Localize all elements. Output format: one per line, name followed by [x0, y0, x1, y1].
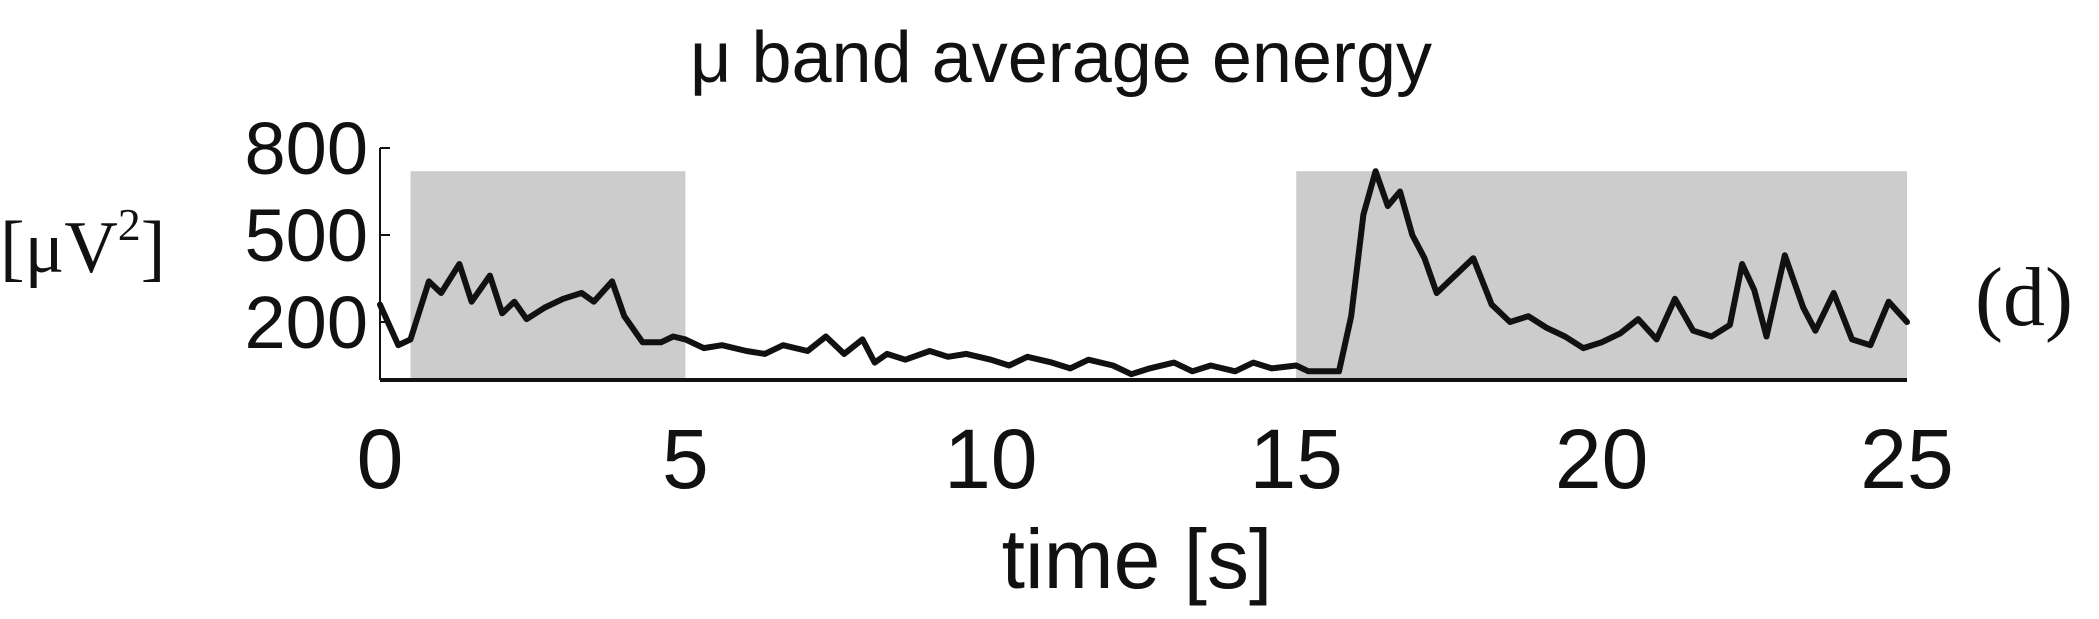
x-tick-label: 20	[1555, 412, 1648, 506]
x-ticks: 0 5 10 15 20 25	[357, 412, 1954, 506]
y-axis-label: [μV2]	[0, 199, 165, 289]
shaded-intervals	[410, 171, 1907, 380]
shaded-interval-0	[410, 171, 686, 380]
y-tick-label: 500	[245, 194, 368, 277]
x-axis-label: time [s]	[1002, 512, 1273, 606]
y-axis-label-base: [μV	[0, 207, 118, 289]
series-group	[377, 168, 1910, 378]
panel-label: (d)	[1975, 251, 2073, 344]
x-tick-label: 5	[662, 412, 709, 506]
y-tick-label: 200	[245, 281, 368, 364]
x-tick-label: 15	[1249, 412, 1342, 506]
x-tick-label: 10	[944, 412, 1037, 506]
y-tick-label: 800	[245, 107, 368, 190]
x-tick-label: 0	[357, 412, 404, 506]
y-axis-label-exponent: 2	[118, 199, 141, 250]
x-tick-label: 25	[1860, 412, 1953, 506]
y-axis-label-close: ]	[141, 207, 166, 289]
chart-title: μ band average energy	[690, 18, 1432, 98]
series-line-0	[377, 168, 1910, 378]
